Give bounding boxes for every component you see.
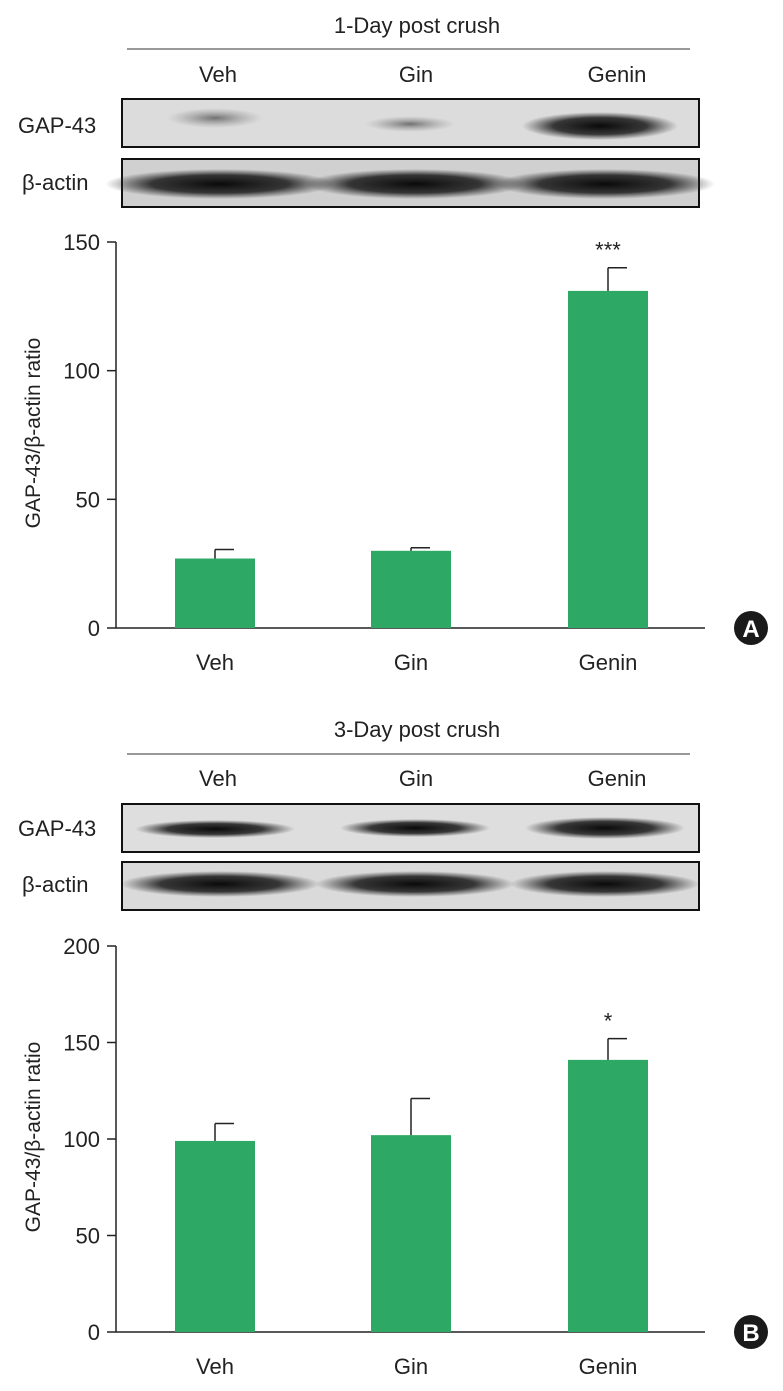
panel-a-band-gap43-veh bbox=[167, 108, 263, 128]
panel-b-plot: 0 50 100 150 200 Veh Gin * Genin bbox=[63, 934, 705, 1379]
panel-a-band-gap43-genin bbox=[522, 112, 678, 140]
panel-b-significance-marker: * bbox=[604, 1009, 613, 1034]
panel-a-badge-label: A bbox=[742, 616, 759, 643]
panel-b-band-gap43-genin bbox=[525, 817, 685, 839]
panel-b-y-tick-label: 150 bbox=[63, 1031, 100, 1056]
panel-a-significance-marker: *** bbox=[595, 238, 621, 263]
panel-a-ylabel: GAP-43/β-actin ratio bbox=[22, 338, 45, 529]
panel-a-band-actin-gin bbox=[305, 169, 525, 199]
panel-a-y-tick-label: 50 bbox=[76, 487, 100, 512]
panel-b-blot-label-actin: β-actin bbox=[22, 872, 88, 897]
panel-b-badge-label: B bbox=[742, 1320, 759, 1347]
panel-a-y-tick-label: 150 bbox=[63, 230, 100, 255]
panel-b-x-category-label: Veh bbox=[196, 1354, 234, 1379]
panel-b-band-actin-gin bbox=[315, 871, 515, 897]
panel-a-bar-genin bbox=[568, 290, 648, 628]
panel-a-bar-veh bbox=[175, 558, 255, 628]
panel-b-bar-veh bbox=[175, 1140, 255, 1332]
panel-a-plot: 0 50 100 150 Veh Gin *** Genin bbox=[63, 230, 705, 675]
panel-a-title: 1-Day post crush bbox=[334, 13, 500, 38]
panel-b-y-tick-label: 200 bbox=[63, 934, 100, 959]
panel-b-bar-gin bbox=[371, 1135, 451, 1332]
panel-b-blot-condition-genin: Genin bbox=[588, 766, 647, 791]
panel-b-blot-condition-gin: Gin bbox=[399, 766, 433, 791]
panel-b-band-actin-veh bbox=[120, 871, 320, 897]
panel-a-blot-condition-veh: Veh bbox=[199, 62, 237, 87]
panel-b-ylabel: GAP-43/β-actin ratio bbox=[22, 1042, 45, 1233]
panel-a-blot-label-gap43: GAP-43 bbox=[18, 113, 96, 138]
panel-b-x-category-label: Gin bbox=[394, 1354, 428, 1379]
panel-a-blot-condition-genin: Genin bbox=[588, 62, 647, 87]
panel-b-y-tick-label: 50 bbox=[76, 1224, 100, 1249]
panel-a-blot-condition-gin: Gin bbox=[399, 62, 433, 87]
panel-b-blot-label-gap43: GAP-43 bbox=[18, 816, 96, 841]
panel-b-blot-gap43 bbox=[121, 803, 700, 853]
panel-b-band-gap43-gin bbox=[340, 819, 490, 837]
panel-a-y-tick-label: 100 bbox=[63, 359, 100, 384]
panel-a-y-tick-label: 0 bbox=[88, 616, 100, 641]
panel-b-bar-genin bbox=[568, 1059, 648, 1332]
panel-b-blot-actin bbox=[120, 861, 700, 911]
panel-a-x-category-label: Veh bbox=[196, 650, 234, 675]
panel-a-blot-gap43 bbox=[121, 98, 700, 148]
panel-b-badge: B bbox=[734, 1315, 768, 1349]
panel-b: 3-Day post crush Veh Gin Genin GAP-43 β-… bbox=[18, 717, 768, 1379]
panel-b-x-category-label: Genin bbox=[579, 1354, 638, 1379]
panel-a-badge: A bbox=[734, 611, 768, 645]
panel-a-bar-gin bbox=[371, 550, 451, 628]
panel-b-band-gap43-veh bbox=[135, 820, 295, 838]
panel-b-band-actin-genin bbox=[510, 871, 700, 897]
panel-a-x-category-label: Gin bbox=[394, 650, 428, 675]
panel-a-band-actin-veh bbox=[105, 169, 335, 199]
panel-a-blot-actin bbox=[105, 158, 715, 208]
panel-b-blot-condition-veh: Veh bbox=[199, 766, 237, 791]
panel-a-band-gap43-gin bbox=[365, 116, 455, 132]
panel-a-band-actin-genin bbox=[495, 169, 715, 199]
panel-b-y-tick-label: 0 bbox=[88, 1320, 100, 1345]
panel-b-y-tick-label: 100 bbox=[63, 1127, 100, 1152]
panel-a: 1-Day post crush Veh Gin Genin GAP-43 β-… bbox=[18, 13, 768, 675]
panel-b-title: 3-Day post crush bbox=[334, 717, 500, 742]
panel-a-x-category-label: Genin bbox=[579, 650, 638, 675]
panel-a-blot-label-actin: β-actin bbox=[22, 170, 88, 195]
